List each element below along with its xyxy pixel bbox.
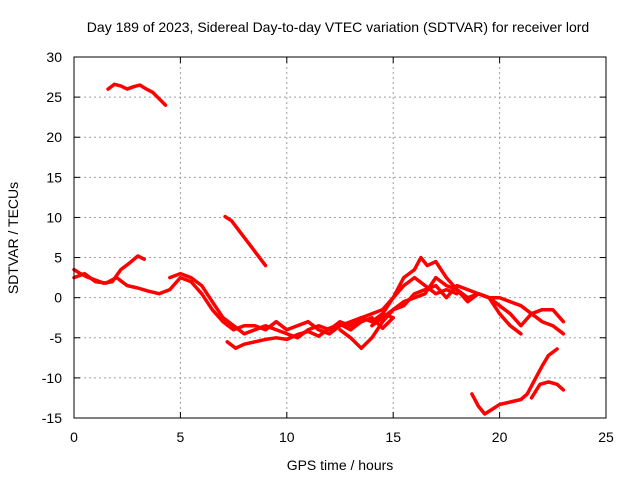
y-tick-label: 20	[46, 129, 62, 145]
y-tick-label: 10	[46, 209, 62, 225]
x-tick-label: 10	[279, 429, 295, 445]
data-series	[72, 82, 566, 416]
series-line-arc-9	[370, 283, 566, 336]
y-tick-label: 25	[46, 89, 62, 105]
series-line-arc-2	[223, 214, 268, 268]
x-tick-label: 5	[177, 429, 185, 445]
x-tick-label: 25	[598, 429, 614, 445]
series-line-arc-6	[225, 315, 395, 350]
y-axis-label: SDTVAR / TECUs	[5, 182, 21, 294]
x-tick-label: 0	[70, 429, 78, 445]
y-tick-label: 5	[54, 250, 62, 266]
grid-lines	[74, 57, 606, 418]
series-line-arc-8	[380, 255, 523, 336]
axis-ticks: 0 5 10 15 20 25 -15 -10 -5 0 5 10 15 20 25 30	[42, 49, 614, 445]
y-tick-label: 30	[46, 49, 62, 65]
series-line-arc-11	[529, 380, 566, 400]
y-tick-label: 15	[46, 169, 62, 185]
y-tick-label: 0	[54, 290, 62, 306]
series-line-arc-10	[470, 347, 559, 416]
series-line-arc-5	[168, 271, 459, 340]
chart-title: Day 189 of 2023, Sidereal Day-to-day VTE…	[87, 19, 589, 35]
y-tick-label: -5	[50, 330, 63, 346]
series-line-arc-1	[106, 82, 168, 107]
x-tick-label: 15	[385, 429, 401, 445]
plot-frame	[73, 56, 607, 419]
x-axis-label: GPS time / hours	[287, 457, 394, 473]
series-line-arc-7	[338, 275, 566, 350]
y-tick-label: -10	[42, 370, 62, 386]
x-tick-label: 20	[492, 429, 508, 445]
y-tick-label: -15	[42, 410, 62, 426]
